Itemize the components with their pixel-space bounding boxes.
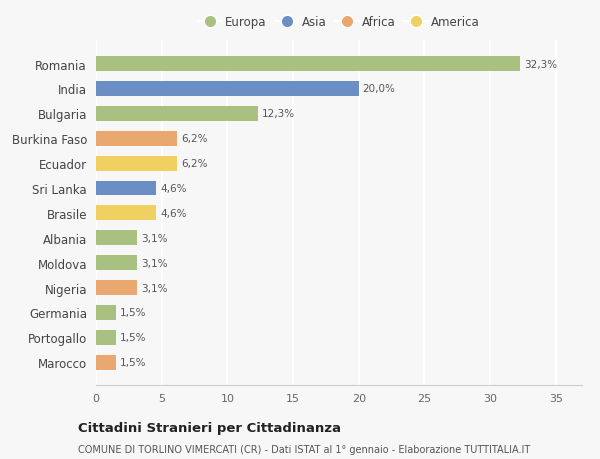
Bar [96, 181, 157, 196]
Bar [96, 206, 157, 221]
Bar [96, 256, 137, 270]
Bar [96, 82, 359, 97]
Text: 1,5%: 1,5% [119, 333, 146, 342]
Bar [96, 330, 116, 345]
Text: 3,1%: 3,1% [140, 233, 167, 243]
Bar [96, 106, 257, 122]
Bar [96, 355, 116, 370]
Text: 3,1%: 3,1% [140, 283, 167, 293]
Text: 4,6%: 4,6% [160, 184, 187, 194]
Bar [96, 131, 178, 146]
Bar [96, 57, 520, 72]
Bar [96, 157, 178, 171]
Text: 12,3%: 12,3% [262, 109, 295, 119]
Text: 1,5%: 1,5% [119, 308, 146, 318]
Text: COMUNE DI TORLINO VIMERCATI (CR) - Dati ISTAT al 1° gennaio - Elaborazione TUTTI: COMUNE DI TORLINO VIMERCATI (CR) - Dati … [78, 444, 530, 454]
Text: Cittadini Stranieri per Cittadinanza: Cittadini Stranieri per Cittadinanza [78, 421, 341, 434]
Text: 6,2%: 6,2% [181, 159, 208, 169]
Bar [96, 231, 137, 246]
Legend: Europa, Asia, Africa, America: Europa, Asia, Africa, America [194, 13, 484, 33]
Bar [96, 305, 116, 320]
Text: 32,3%: 32,3% [524, 59, 557, 69]
Text: 4,6%: 4,6% [160, 208, 187, 218]
Bar [96, 280, 137, 296]
Text: 6,2%: 6,2% [181, 134, 208, 144]
Text: 20,0%: 20,0% [362, 84, 395, 94]
Text: 3,1%: 3,1% [140, 258, 167, 268]
Text: 1,5%: 1,5% [119, 358, 146, 368]
